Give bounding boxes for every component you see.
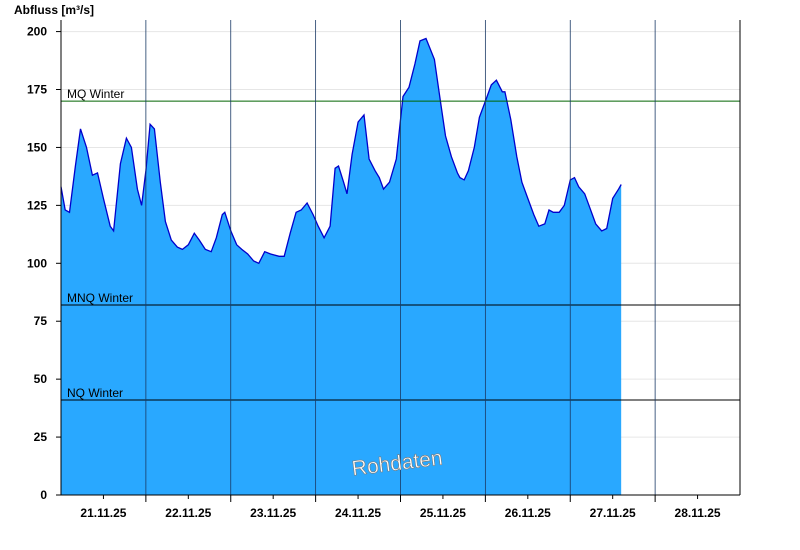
x-ticks: 21.11.25 22.11.25 23.11.25 24.11.25 25.11.25… xyxy=(80,495,721,520)
y-tick-label-200: 200 xyxy=(27,25,47,39)
x-tick-label-2: 23.11.25 xyxy=(250,506,296,520)
ref-label-1: MNQ Winter xyxy=(67,291,133,305)
x-tick-label-1: 22.11.25 xyxy=(165,506,211,520)
ref-label-0: MQ Winter xyxy=(67,87,124,101)
y-tick-label-0: 0 xyxy=(40,488,47,502)
discharge-area-0 xyxy=(61,38,622,495)
x-tick-label-6: 27.11.25 xyxy=(590,506,636,520)
plot-area xyxy=(60,37,622,495)
discharge-line-0 xyxy=(60,37,622,265)
ref-label-2: NQ Winter xyxy=(67,386,123,400)
x-tick-label-4: 25.11.25 xyxy=(420,506,466,520)
y-axis-title: Abfluss [m³/s] xyxy=(14,3,94,17)
y-tick-label-150: 150 xyxy=(27,140,47,154)
x-tick-label-7: 28.11.25 xyxy=(675,506,721,520)
y-tick-label-125: 125 xyxy=(27,198,47,212)
day-separators xyxy=(145,20,656,495)
x-tick-label-3: 24.11.25 xyxy=(335,506,381,520)
y-tick-label-75: 75 xyxy=(34,314,48,328)
x-tick-label-0: 21.11.25 xyxy=(80,506,126,520)
y-tick-label-100: 100 xyxy=(27,256,47,270)
y-tick-label-50: 50 xyxy=(34,372,48,386)
y-tick-label-25: 25 xyxy=(34,430,48,444)
y-ticks: 0 25 50 75 100 125 150 175 200 xyxy=(27,25,61,502)
x-tick-label-5: 26.11.25 xyxy=(505,506,551,520)
y-tick-label-175: 175 xyxy=(27,83,47,97)
